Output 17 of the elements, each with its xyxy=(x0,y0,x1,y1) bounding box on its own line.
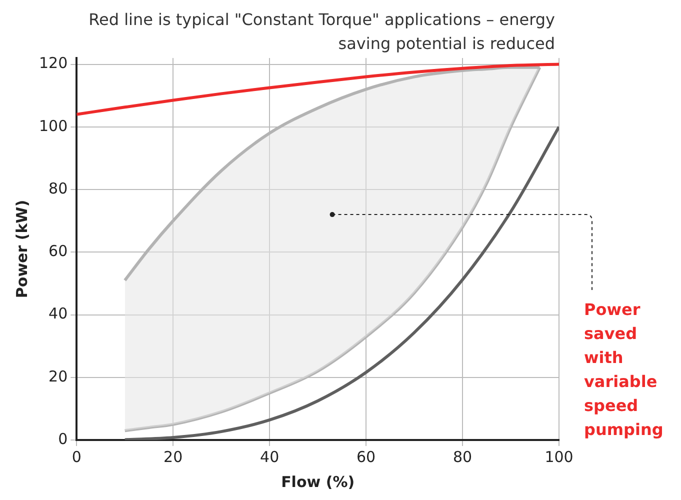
y-tick-label: 40 xyxy=(48,304,68,323)
y-tick-label: 120 xyxy=(38,54,68,72)
x-tick-label: 60 xyxy=(356,448,376,466)
x-tick-label: 40 xyxy=(260,448,280,466)
x-tick-label: 80 xyxy=(452,448,472,466)
x-axis-title: Flow (%) xyxy=(281,472,355,491)
chart-title: Red line is typical "Constant Torque" applications – energy saving potential is reduced xyxy=(88,9,555,55)
x-tick-label: 100 xyxy=(544,448,574,466)
y-tick-label: 60 xyxy=(48,242,68,260)
y-tick-label: 20 xyxy=(48,367,68,386)
x-tick-label: 0 xyxy=(72,448,82,466)
y-tick-label: 100 xyxy=(38,116,68,135)
x-tick-label: 20 xyxy=(164,448,183,466)
y-axis-title: Power (kW) xyxy=(12,200,31,298)
y-tick-label: 80 xyxy=(48,179,68,198)
annotation: Power saved with variable speed pumping xyxy=(584,299,664,441)
y-tick-label: 0 xyxy=(58,430,68,448)
